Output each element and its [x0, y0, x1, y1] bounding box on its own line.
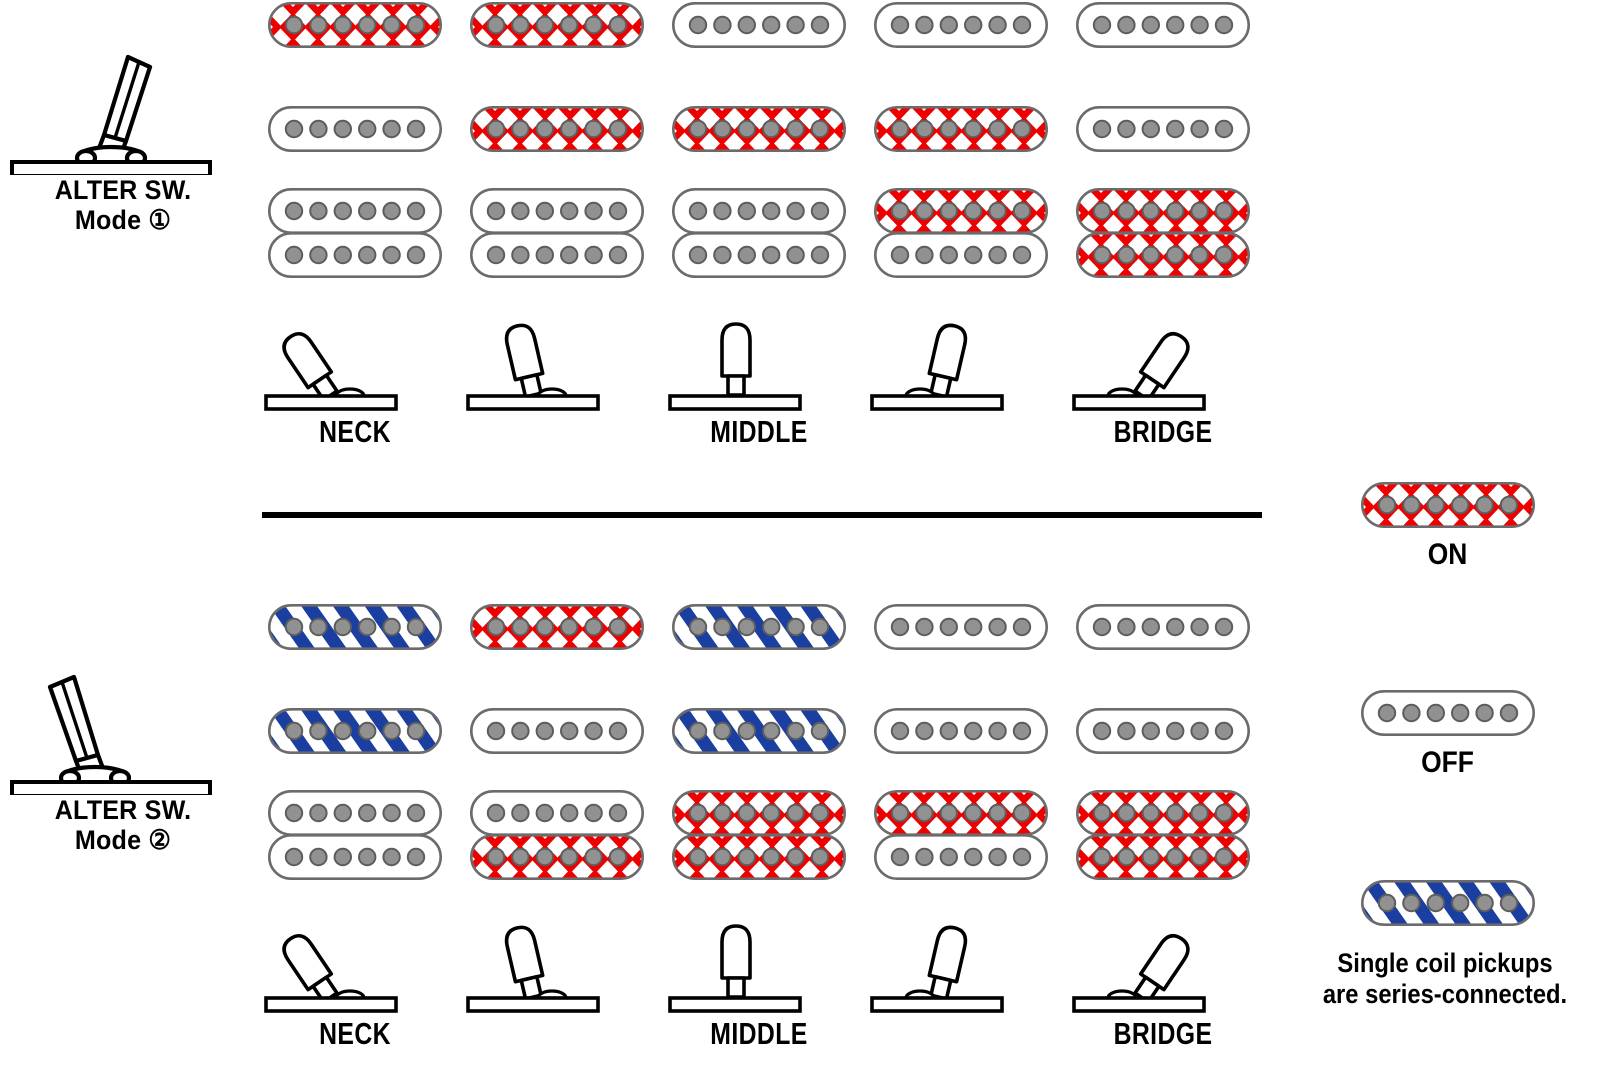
- pickup-single-coil[interactable]: [874, 106, 1048, 152]
- pickup-single-coil[interactable]: [874, 604, 1048, 650]
- five-way-switch-position-5[interactable]: [1072, 310, 1222, 415]
- pickup-single-coil[interactable]: [268, 2, 442, 48]
- pickup-humbucker-top-coil[interactable]: [470, 188, 644, 234]
- pickup-humbucker-top-coil[interactable]: [470, 790, 644, 836]
- pickup-humbucker-bottom-coil[interactable]: [470, 232, 644, 278]
- five-way-switch-position-3[interactable]: [668, 912, 818, 1017]
- column-label-bridge: BRIDGE: [1113, 414, 1213, 449]
- pickup-humbucker-top-coil[interactable]: [874, 790, 1048, 836]
- pickup-single-coil[interactable]: [672, 604, 846, 650]
- pickup-single-coil[interactable]: [672, 2, 846, 48]
- five-way-switch-position-2[interactable]: [466, 912, 616, 1017]
- alter-sw-mode-2-block[interactable]: ALTER SW. Mode ②: [8, 665, 238, 855]
- alter-sw-mode-2-line2: Mode ②: [74, 825, 172, 856]
- column-label-neck: NECK: [319, 414, 391, 449]
- alter-sw-mode-1-line1: ALTER SW.: [54, 175, 192, 205]
- pickup-single-coil[interactable]: [1076, 2, 1250, 48]
- alter-sw-mode-2-line1: ALTER SW.: [54, 795, 192, 825]
- pickup-single-coil[interactable]: [470, 708, 644, 754]
- pickup-humbucker-top-coil[interactable]: [1076, 790, 1250, 836]
- column-label-middle: MIDDLE: [710, 1016, 808, 1051]
- toggle-switch-lever-left-icon[interactable]: [8, 665, 238, 795]
- legend-on: ON: [1305, 481, 1590, 572]
- pickup-single-coil[interactable]: [1076, 106, 1250, 152]
- column-label-middle: MIDDLE: [710, 414, 808, 449]
- pickup-humbucker-bottom-coil[interactable]: [672, 232, 846, 278]
- pickup-humbucker-top-coil[interactable]: [874, 188, 1048, 234]
- pickup-single-coil[interactable]: [470, 106, 644, 152]
- pickup-single-coil[interactable]: [470, 2, 644, 48]
- legend-on-pickup: [1305, 481, 1590, 533]
- pickup-single-coil[interactable]: [470, 604, 644, 650]
- pickup-humbucker-bottom-coil[interactable]: [1076, 232, 1250, 278]
- legend-off: OFF: [1305, 689, 1590, 780]
- pickup-humbucker-bottom-coil[interactable]: [874, 834, 1048, 880]
- legend-series-note: Single coil pickups are series-connected…: [1304, 948, 1586, 1010]
- alter-sw-mode-1-caption: ALTER SW. Mode ①: [16, 175, 230, 235]
- toggle-switch-lever-right-icon[interactable]: [8, 45, 238, 175]
- legend-off-caption: OFF: [1421, 746, 1474, 779]
- section-divider: [262, 512, 1262, 518]
- pickup-humbucker-top-coil[interactable]: [268, 188, 442, 234]
- pickup-humbucker-top-coil[interactable]: [268, 790, 442, 836]
- five-way-switch-position-4[interactable]: [870, 310, 1020, 415]
- pickup-humbucker-top-coil[interactable]: [672, 188, 846, 234]
- pickup-humbucker-top-coil[interactable]: [1076, 188, 1250, 234]
- legend-series-note-line2: are series-connected.: [1322, 978, 1568, 1009]
- pickup-single-coil[interactable]: [874, 2, 1048, 48]
- five-way-switch-position-1[interactable]: [264, 310, 414, 415]
- legend-series-pickup: [1305, 879, 1590, 931]
- pickup-single-coil[interactable]: [672, 106, 846, 152]
- pickup-single-coil[interactable]: [672, 708, 846, 754]
- five-way-switch-position-5[interactable]: [1072, 912, 1222, 1017]
- alter-sw-mode-1-line2: Mode ①: [74, 205, 172, 236]
- five-way-switch-position-2[interactable]: [466, 310, 616, 415]
- legend-off-pickup: [1305, 689, 1590, 741]
- alter-sw-mode-1-block[interactable]: ALTER SW. Mode ①: [8, 45, 238, 235]
- five-way-switch-position-4[interactable]: [870, 912, 1020, 1017]
- five-way-switch-position-1[interactable]: [264, 912, 414, 1017]
- pickup-single-coil[interactable]: [1076, 604, 1250, 650]
- pickup-humbucker-bottom-coil[interactable]: [874, 232, 1048, 278]
- legend-series: [1305, 879, 1590, 931]
- column-label-bridge: BRIDGE: [1113, 1016, 1213, 1051]
- pickup-single-coil[interactable]: [268, 604, 442, 650]
- pickup-humbucker-bottom-coil[interactable]: [268, 232, 442, 278]
- pickup-single-coil[interactable]: [268, 708, 442, 754]
- alter-sw-mode-2-caption: ALTER SW. Mode ②: [16, 795, 230, 855]
- pickup-single-coil[interactable]: [874, 708, 1048, 754]
- legend-series-note-line1: Single coil pickups: [1337, 948, 1553, 978]
- pickup-single-coil[interactable]: [1076, 708, 1250, 754]
- pickup-humbucker-bottom-coil[interactable]: [672, 834, 846, 880]
- column-label-neck: NECK: [319, 1016, 391, 1051]
- pickup-humbucker-top-coil[interactable]: [672, 790, 846, 836]
- legend-on-caption: ON: [1427, 538, 1468, 571]
- pickup-humbucker-bottom-coil[interactable]: [1076, 834, 1250, 880]
- pickup-humbucker-bottom-coil[interactable]: [268, 834, 442, 880]
- pickup-humbucker-bottom-coil[interactable]: [470, 834, 644, 880]
- five-way-switch-position-3[interactable]: [668, 310, 818, 415]
- pickup-single-coil[interactable]: [268, 106, 442, 152]
